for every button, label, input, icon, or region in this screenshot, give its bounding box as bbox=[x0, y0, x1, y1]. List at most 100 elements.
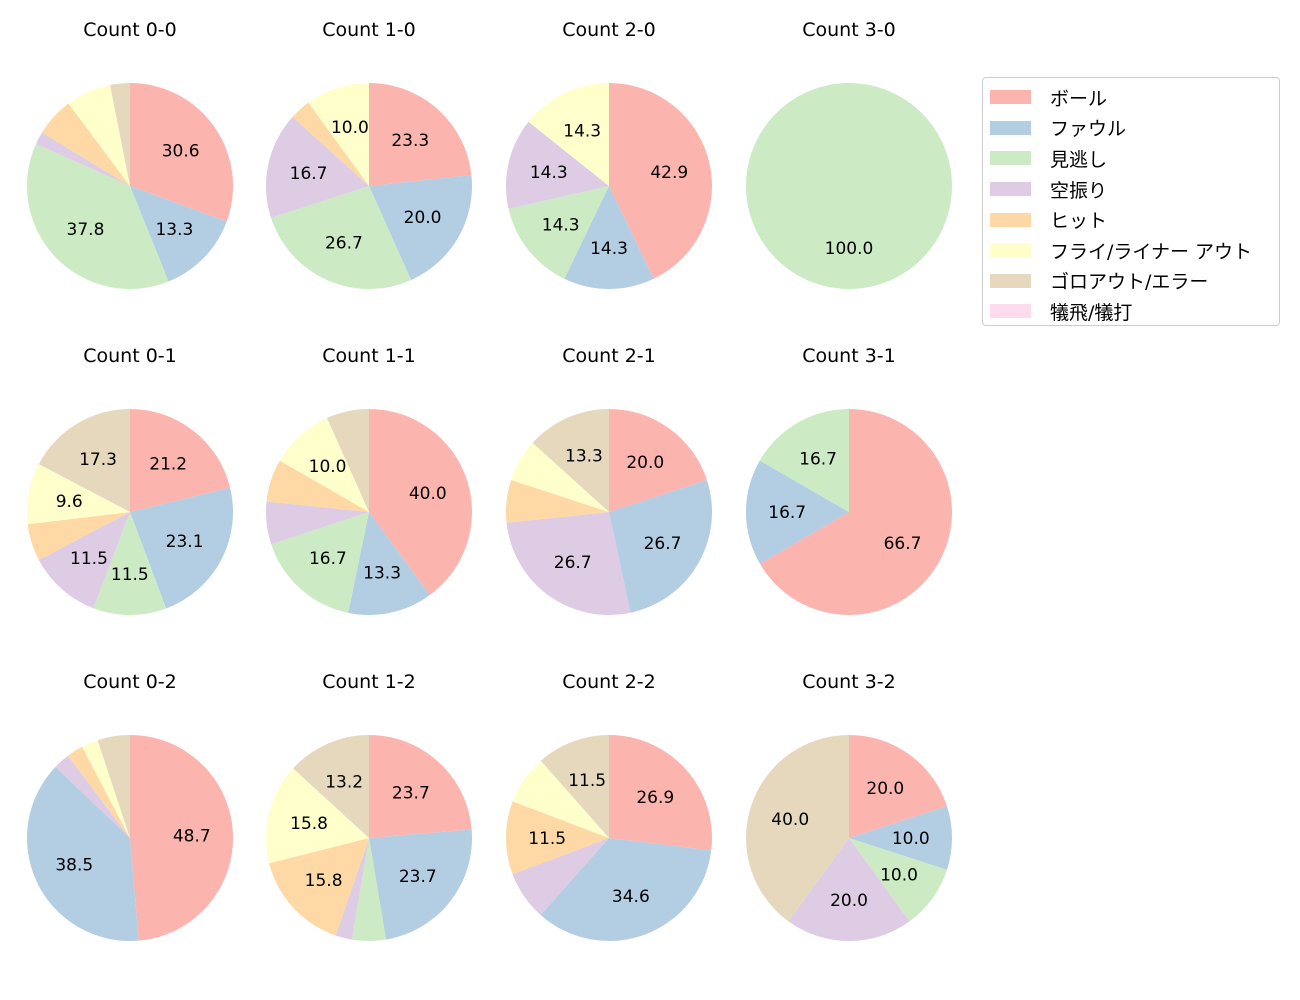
slice-label: 13.3 bbox=[363, 563, 401, 583]
pie-slice-2 bbox=[759, 409, 849, 512]
pie-slice-2 bbox=[746, 83, 952, 289]
slice-label: 16.7 bbox=[290, 164, 328, 184]
slice-label: 16.7 bbox=[309, 549, 347, 569]
pie-title: Count 0-1 bbox=[83, 345, 177, 367]
pie-slice-4 bbox=[506, 801, 609, 875]
legend-item-hit: ヒット bbox=[983, 204, 1279, 235]
slice-label: 13.2 bbox=[325, 772, 363, 792]
pie-slice-3 bbox=[506, 121, 609, 209]
pie-chart: Count 3-1 66.7 16.7 16.7 bbox=[746, 345, 953, 615]
pie-slice-1 bbox=[130, 186, 227, 282]
pie-slice-4 bbox=[266, 460, 369, 512]
pie-slice-2 bbox=[351, 838, 387, 941]
slice-label: 23.7 bbox=[399, 867, 437, 887]
pie-slice-5 bbox=[68, 84, 130, 186]
pie-slice-0 bbox=[130, 735, 234, 941]
pie-slice-6 bbox=[38, 409, 130, 512]
slice-label: 30.6 bbox=[162, 142, 200, 162]
pie-slice-6 bbox=[532, 409, 609, 512]
legend-item-foul: ファウル bbox=[983, 113, 1279, 144]
pie-chart: Count 1-1 40.0 13.3 16.7 10.0 bbox=[266, 345, 472, 615]
legend-swatch bbox=[990, 243, 1031, 258]
pie-slice-1 bbox=[369, 175, 473, 281]
pie-title: Count 3-1 bbox=[802, 345, 896, 367]
pie-chart: Count 2-2 26.9 34.6 11.5 11.5 bbox=[506, 671, 712, 941]
legend-label: フライ/ライナー アウト bbox=[1050, 240, 1253, 263]
legend-item-fly-out: フライ/ライナー アウト bbox=[983, 235, 1279, 266]
pie-slice-4 bbox=[67, 746, 130, 838]
legend-swatch bbox=[990, 120, 1031, 135]
legend: ボール ファウル 見逃し 空振り ヒット フライ/ライナー アウト ゴロアウト/… bbox=[982, 77, 1280, 326]
pie-slice-0 bbox=[759, 409, 953, 615]
pie-slice-5 bbox=[266, 768, 369, 864]
legend-swatch bbox=[990, 273, 1031, 288]
legend-label: ボール bbox=[1050, 87, 1108, 110]
slice-label: 10.0 bbox=[892, 829, 930, 849]
legend-label: 見逃し bbox=[1050, 148, 1108, 171]
slice-label: 21.2 bbox=[149, 454, 187, 474]
pie-title: Count 2-2 bbox=[562, 671, 656, 693]
pie-chart: Count 2-1 20.0 26.7 26.7 13.3 bbox=[506, 345, 712, 615]
slice-label: 14.3 bbox=[542, 216, 580, 236]
legend-item-ground-out: ゴロアウト/エラー bbox=[983, 266, 1279, 297]
slice-label: 16.7 bbox=[768, 503, 806, 523]
legend-label: 空振り bbox=[1050, 179, 1108, 202]
slice-label: 26.7 bbox=[554, 553, 592, 573]
pie-slice-2 bbox=[508, 186, 609, 279]
pie-slice-4 bbox=[42, 103, 130, 186]
legend-swatch bbox=[990, 304, 1031, 319]
slice-label: 20.0 bbox=[830, 891, 868, 911]
pie-slice-0 bbox=[369, 735, 472, 838]
pie-slice-3 bbox=[266, 501, 369, 545]
pie-chart: Count 3-0 100.0 bbox=[746, 19, 952, 289]
slice-label: 10.0 bbox=[331, 118, 369, 138]
pie-slice-4 bbox=[292, 102, 369, 186]
pie-slice-0 bbox=[849, 735, 947, 838]
slice-label: 26.7 bbox=[644, 534, 682, 554]
pie-chart: Count 0-0 30.6 13.3 37.8 bbox=[27, 19, 233, 289]
slice-label: 10.0 bbox=[309, 457, 347, 477]
pie-slice-1 bbox=[609, 480, 712, 613]
legend-swatch bbox=[990, 151, 1031, 166]
pie-title: Count 2-1 bbox=[562, 345, 656, 367]
slice-label: 23.7 bbox=[392, 784, 430, 804]
pie-slice-0 bbox=[609, 735, 712, 851]
legend-label: ヒット bbox=[1050, 210, 1108, 233]
slice-label: 11.5 bbox=[528, 829, 566, 849]
legend-swatch bbox=[990, 212, 1031, 227]
pie-slice-2 bbox=[849, 838, 947, 922]
legend-item-swinging-strike: 空振り bbox=[983, 174, 1279, 205]
slice-label: 26.7 bbox=[325, 233, 363, 253]
slice-label: 14.3 bbox=[530, 163, 568, 183]
legend-label: ゴロアウト/エラー bbox=[1050, 271, 1209, 294]
slice-label: 38.5 bbox=[55, 856, 93, 876]
pie-slice-0 bbox=[130, 409, 231, 512]
pie-slice-3 bbox=[38, 512, 130, 609]
pie-slice-1 bbox=[348, 512, 430, 615]
slice-label: 20.0 bbox=[404, 208, 442, 228]
slice-label: 11.5 bbox=[70, 549, 108, 569]
pie-chart: Count 0-1 21.2 23.1 11.511.5 9.6 17.3 bbox=[26, 345, 233, 615]
pie-slice-0 bbox=[369, 409, 472, 596]
pie-slice-1 bbox=[564, 186, 654, 289]
pie-title: Count 0-0 bbox=[83, 19, 177, 41]
slice-label: 14.3 bbox=[563, 121, 601, 141]
pie-slice-1 bbox=[746, 460, 849, 564]
legend-swatch bbox=[990, 90, 1031, 105]
pie-title: Count 3-0 bbox=[802, 19, 896, 41]
pie-slice-4 bbox=[269, 838, 369, 936]
pie-slice-1 bbox=[540, 838, 712, 941]
pie-slice-4 bbox=[506, 480, 609, 523]
pie-slice-3 bbox=[35, 132, 130, 186]
pie-slice-2 bbox=[93, 512, 167, 615]
pie-slice-5 bbox=[26, 464, 130, 525]
pie-slice-2 bbox=[271, 512, 369, 613]
pie-slice-6 bbox=[293, 735, 369, 838]
pie-title: Count 1-1 bbox=[322, 345, 416, 367]
slice-label: 34.6 bbox=[612, 887, 650, 907]
slice-label: 11.5 bbox=[111, 565, 149, 585]
slice-label: 15.8 bbox=[305, 871, 343, 891]
pie-chart: Count 2-0 42.9 14.3 14.3 14.3 14.3 bbox=[506, 19, 713, 289]
slice-label: 16.7 bbox=[799, 449, 837, 469]
